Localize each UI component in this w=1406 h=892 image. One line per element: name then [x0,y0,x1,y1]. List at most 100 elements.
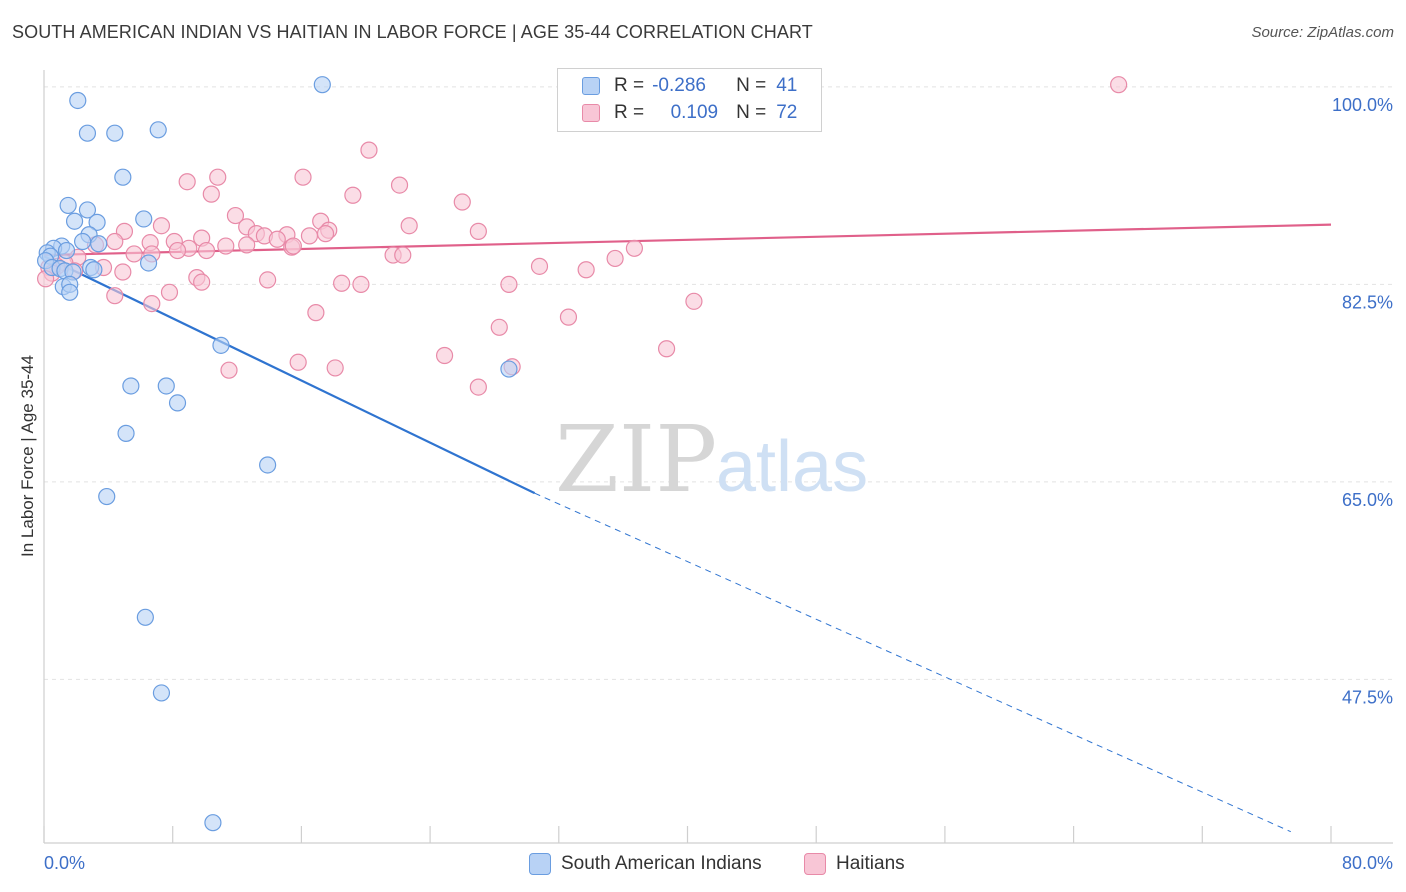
south-american-indians-point [168,394,187,412]
legend-r-value: -0.286 [652,75,706,96]
south-american-indians-point [114,168,132,186]
south-american-indians-point [313,76,331,94]
bottom-legend-swatch-blue [529,853,551,875]
legend-r-label: R = [614,75,645,96]
haitians-point [390,176,409,194]
haitians-point [316,225,335,243]
bottom-legend-haitians: Haitians [804,851,905,877]
legend-n-value: 41 [776,75,798,96]
legend-row-haitians: R = 0.109 N = 72 [582,100,797,126]
haitians-point [352,275,370,294]
haitians-point [326,359,344,377]
south-american-indians-point [204,814,222,832]
haitians-point [530,257,549,275]
haitians-point [344,186,362,204]
haitians-point [500,275,518,294]
haitians-point [114,263,132,281]
south-american-indians-point [135,210,153,228]
haitians-point [106,287,124,305]
haitians-point [685,292,703,310]
south-american-indians-point [74,232,92,251]
haitians-point [268,230,286,248]
haitians-point [168,241,187,260]
south-american-indians-point [122,377,140,395]
x-tick-label: 80.0% [1342,853,1393,873]
haitians-point [333,274,351,292]
south-american-indians-point [500,360,518,378]
south-american-indians-point [85,261,103,279]
south-american-indians-point [78,201,97,219]
legend-row-south-american-indians: R = -0.286 N = 41 [582,73,797,99]
haitians-point [289,353,307,371]
haitians-point [220,361,238,379]
haitians-point [202,185,220,203]
south-american-indians-point [212,336,230,354]
haitians-point [453,193,471,211]
watermark-zip: ZIP [555,406,717,513]
haitians-point [259,271,277,289]
stats-legend: R = -0.286 N = 41 R = 0.109 N = 72 [557,68,822,132]
bottom-legend-south-american-indians: South American Indians [529,851,762,877]
haitians-trend-line [43,223,1332,257]
bottom-legend-label: South American Indians [561,853,762,874]
south-american-indians-point [157,377,175,395]
south-american-indians-point [57,241,76,260]
haitians-point [606,249,624,268]
haitians-point [360,141,378,159]
haitians-point [490,318,508,336]
legend-swatch-pink [582,104,600,122]
haitians-point [307,304,325,322]
south-american-indians-points [37,76,518,832]
south-american-indians-point [88,213,106,231]
haitians-point [193,273,211,291]
south-american-indians-point [98,487,116,506]
haitians-point [1110,76,1128,94]
south-american-indians-point [149,121,167,139]
legend-n-value: 72 [776,102,798,123]
haitians-point [559,308,578,326]
south-american-indians-point [90,235,108,253]
y-axis-title: In Labor Force | Age 35-44 [18,355,37,557]
haitians-point [300,227,319,245]
haitians-point [209,168,227,186]
haitians-point [178,173,196,191]
south-american-indians-point [106,124,124,142]
x-tick-label: 0.0% [44,853,85,873]
haitians-point [226,206,245,225]
haitians-point [577,261,595,279]
haitians-point [197,241,216,260]
chart-title: SOUTH AMERICAN INDIAN VS HAITIAN IN LABO… [12,22,813,42]
watermark: ZIP atlas [555,406,868,513]
y-tick-label: 82.5% [1342,292,1393,312]
south-american-indians-point [65,212,84,230]
south-american-indians-point [139,254,158,272]
south-american-indians-point [59,196,77,215]
legend-n-label: N = [736,75,767,96]
south-american-indians-point [61,283,79,301]
legend-n-label: N = [736,102,767,123]
haitians-point [143,294,161,313]
south-american-indians-point [152,684,171,702]
haitians-point [125,245,143,263]
haitians-point [294,168,312,186]
south-american-indians-point [69,91,87,110]
y-tick-label: 65.0% [1342,490,1393,510]
x-tick-labels: 0.0% 80.0% [44,853,1393,873]
legend-r-value: 0.109 [670,102,719,123]
haitians-point [469,222,487,240]
haitians-point [238,236,256,254]
haitians-point [160,283,179,301]
legend-r-label: R = [614,102,645,123]
y-tick-label: 47.5% [1342,687,1393,707]
bottom-legend-label: Haitians [836,853,905,874]
south-american-indians-point [136,608,154,626]
south-american-indians-point [259,456,277,474]
y-tick-labels: 47.5% 65.0% 82.5% 100.0% [1332,95,1393,707]
trend-lines [43,223,1332,833]
axes [43,70,1393,844]
haitians-point [435,346,454,365]
legend-swatch-blue [582,77,600,95]
haitians-point [106,232,124,251]
bottom-legend-swatch-pink [804,853,826,875]
